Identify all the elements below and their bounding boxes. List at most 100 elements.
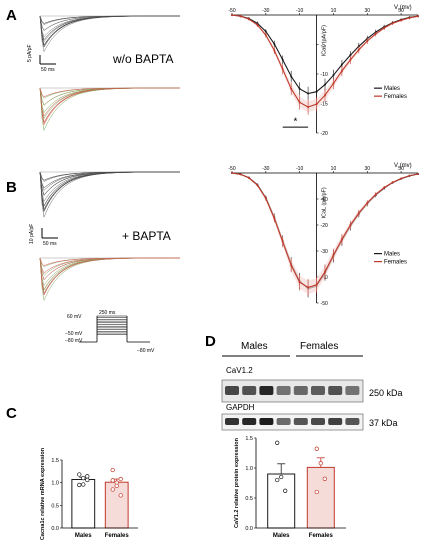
x-tick-label: 10 — [331, 166, 337, 172]
scale-label-current-a: 5 pA/pF — [27, 44, 33, 62]
category-label: Males — [75, 533, 92, 539]
data-point — [315, 90, 318, 93]
y-tick-label: -50 — [321, 301, 328, 307]
data-point — [391, 181, 394, 184]
data-point — [114, 483, 119, 488]
x-tick-label: 30 — [364, 166, 370, 172]
y-tick-label: 0.5 — [51, 503, 59, 509]
panel-letter-d: D — [205, 333, 216, 350]
y-tick-label: -10 — [321, 72, 328, 78]
data-point — [264, 30, 267, 33]
scale-label-time-a: 50 ms — [41, 67, 55, 73]
data-point — [118, 493, 123, 498]
y-axis-label: ICaL (pA/pF) — [322, 25, 328, 56]
current-trace — [39, 87, 180, 132]
blot-band-cav12 — [259, 386, 274, 395]
y-tick-label: 1.5 — [51, 458, 59, 464]
data-point — [324, 83, 326, 86]
blot-strip-gapdh — [221, 413, 364, 431]
y-tick-label: 0.5 — [245, 496, 253, 502]
blot-band-cav12 — [293, 386, 308, 395]
panel-letter-b: B — [6, 179, 17, 196]
current-trace — [39, 87, 180, 120]
y-tick-label: 0.0 — [51, 526, 59, 532]
data-point — [281, 58, 284, 61]
blot-band-gapdh — [311, 418, 325, 425]
data-point — [349, 58, 352, 61]
x-tick-label: -10 — [296, 8, 303, 14]
y-tick-label: 1.0 — [245, 466, 253, 472]
western-blot: Males Females CaV1.2 GAPDH 250 kDa 37 kD… — [221, 341, 403, 431]
data-point — [324, 270, 326, 273]
data-point — [290, 87, 293, 90]
blot-band-gapdh — [293, 418, 308, 425]
data-point — [324, 94, 326, 97]
y-tick-label: -15 — [321, 102, 328, 108]
data-point — [366, 201, 369, 204]
legend-label: Males — [384, 86, 400, 92]
y-axis-label: Cacna1c relative mRNA expression — [40, 447, 46, 540]
blot-band-gapdh — [328, 418, 343, 425]
data-point — [256, 24, 259, 27]
data-point — [332, 253, 335, 256]
data-point — [314, 489, 319, 495]
category-label: Males — [273, 533, 290, 539]
data-point — [383, 186, 386, 189]
x-tick-label: 10 — [331, 8, 337, 14]
x-tick-label: 50 — [398, 8, 404, 14]
current-trace — [39, 87, 180, 124]
data-point — [283, 488, 288, 493]
current-trace — [39, 171, 180, 207]
legend-label: Females — [384, 260, 407, 266]
y-axis-label: CaV1.2 relative protein expression — [234, 437, 240, 528]
data-point — [307, 286, 310, 289]
current-trace — [39, 87, 180, 124]
bar-males — [71, 478, 96, 529]
bar-chart-c: 0.0 0.5 1.0 1.5 Cacna1c relative mRNA expres… — [40, 447, 138, 540]
current-trace — [39, 15, 180, 46]
current-trace — [39, 257, 180, 296]
data-point — [391, 22, 394, 25]
data-point — [349, 54, 352, 57]
data-point — [110, 478, 115, 483]
panel-letter-a: A — [6, 7, 17, 24]
bar-females — [104, 481, 129, 529]
significance-star: * — [293, 117, 297, 128]
data-point — [298, 101, 301, 104]
data-point — [298, 281, 301, 284]
protocol-hold-label-left: −80 mV — [65, 338, 83, 344]
y-tick-label: -10 — [321, 197, 328, 203]
current-trace — [39, 171, 181, 182]
panel-letter-c: C — [6, 405, 17, 422]
protocol-top-label: 60 mV — [67, 314, 82, 320]
x-axis-label: V (mv) — [394, 163, 412, 169]
y-tick-label: 1.5 — [245, 436, 253, 442]
blot-row-label-cav12: CaV1.2 — [226, 366, 253, 375]
data-point — [408, 174, 411, 177]
data-point — [81, 482, 86, 487]
trace-group-a-males — [39, 15, 181, 53]
current-trace — [39, 15, 180, 48]
data-point — [318, 461, 323, 466]
current-trace — [39, 87, 181, 98]
data-point — [247, 18, 250, 21]
current-trace — [39, 257, 180, 302]
blot-band-gapdh — [276, 418, 291, 425]
data-point — [239, 15, 242, 18]
current-trace — [39, 171, 180, 211]
data-point — [357, 48, 360, 51]
data-point — [275, 440, 280, 445]
data-point — [340, 63, 343, 66]
blot-band-gapdh — [259, 418, 274, 425]
data-point — [273, 49, 276, 52]
data-point — [290, 264, 293, 267]
current-trace — [39, 257, 180, 294]
blot-size-label-37: 37 kDa — [369, 418, 398, 428]
data-point — [408, 16, 411, 19]
current-trace — [39, 171, 180, 181]
y-axis-label: ICaL (pA/pF) — [322, 187, 328, 218]
category-label: Females — [309, 533, 334, 539]
data-point — [314, 446, 319, 451]
x-tick-label: 50 — [398, 166, 404, 172]
